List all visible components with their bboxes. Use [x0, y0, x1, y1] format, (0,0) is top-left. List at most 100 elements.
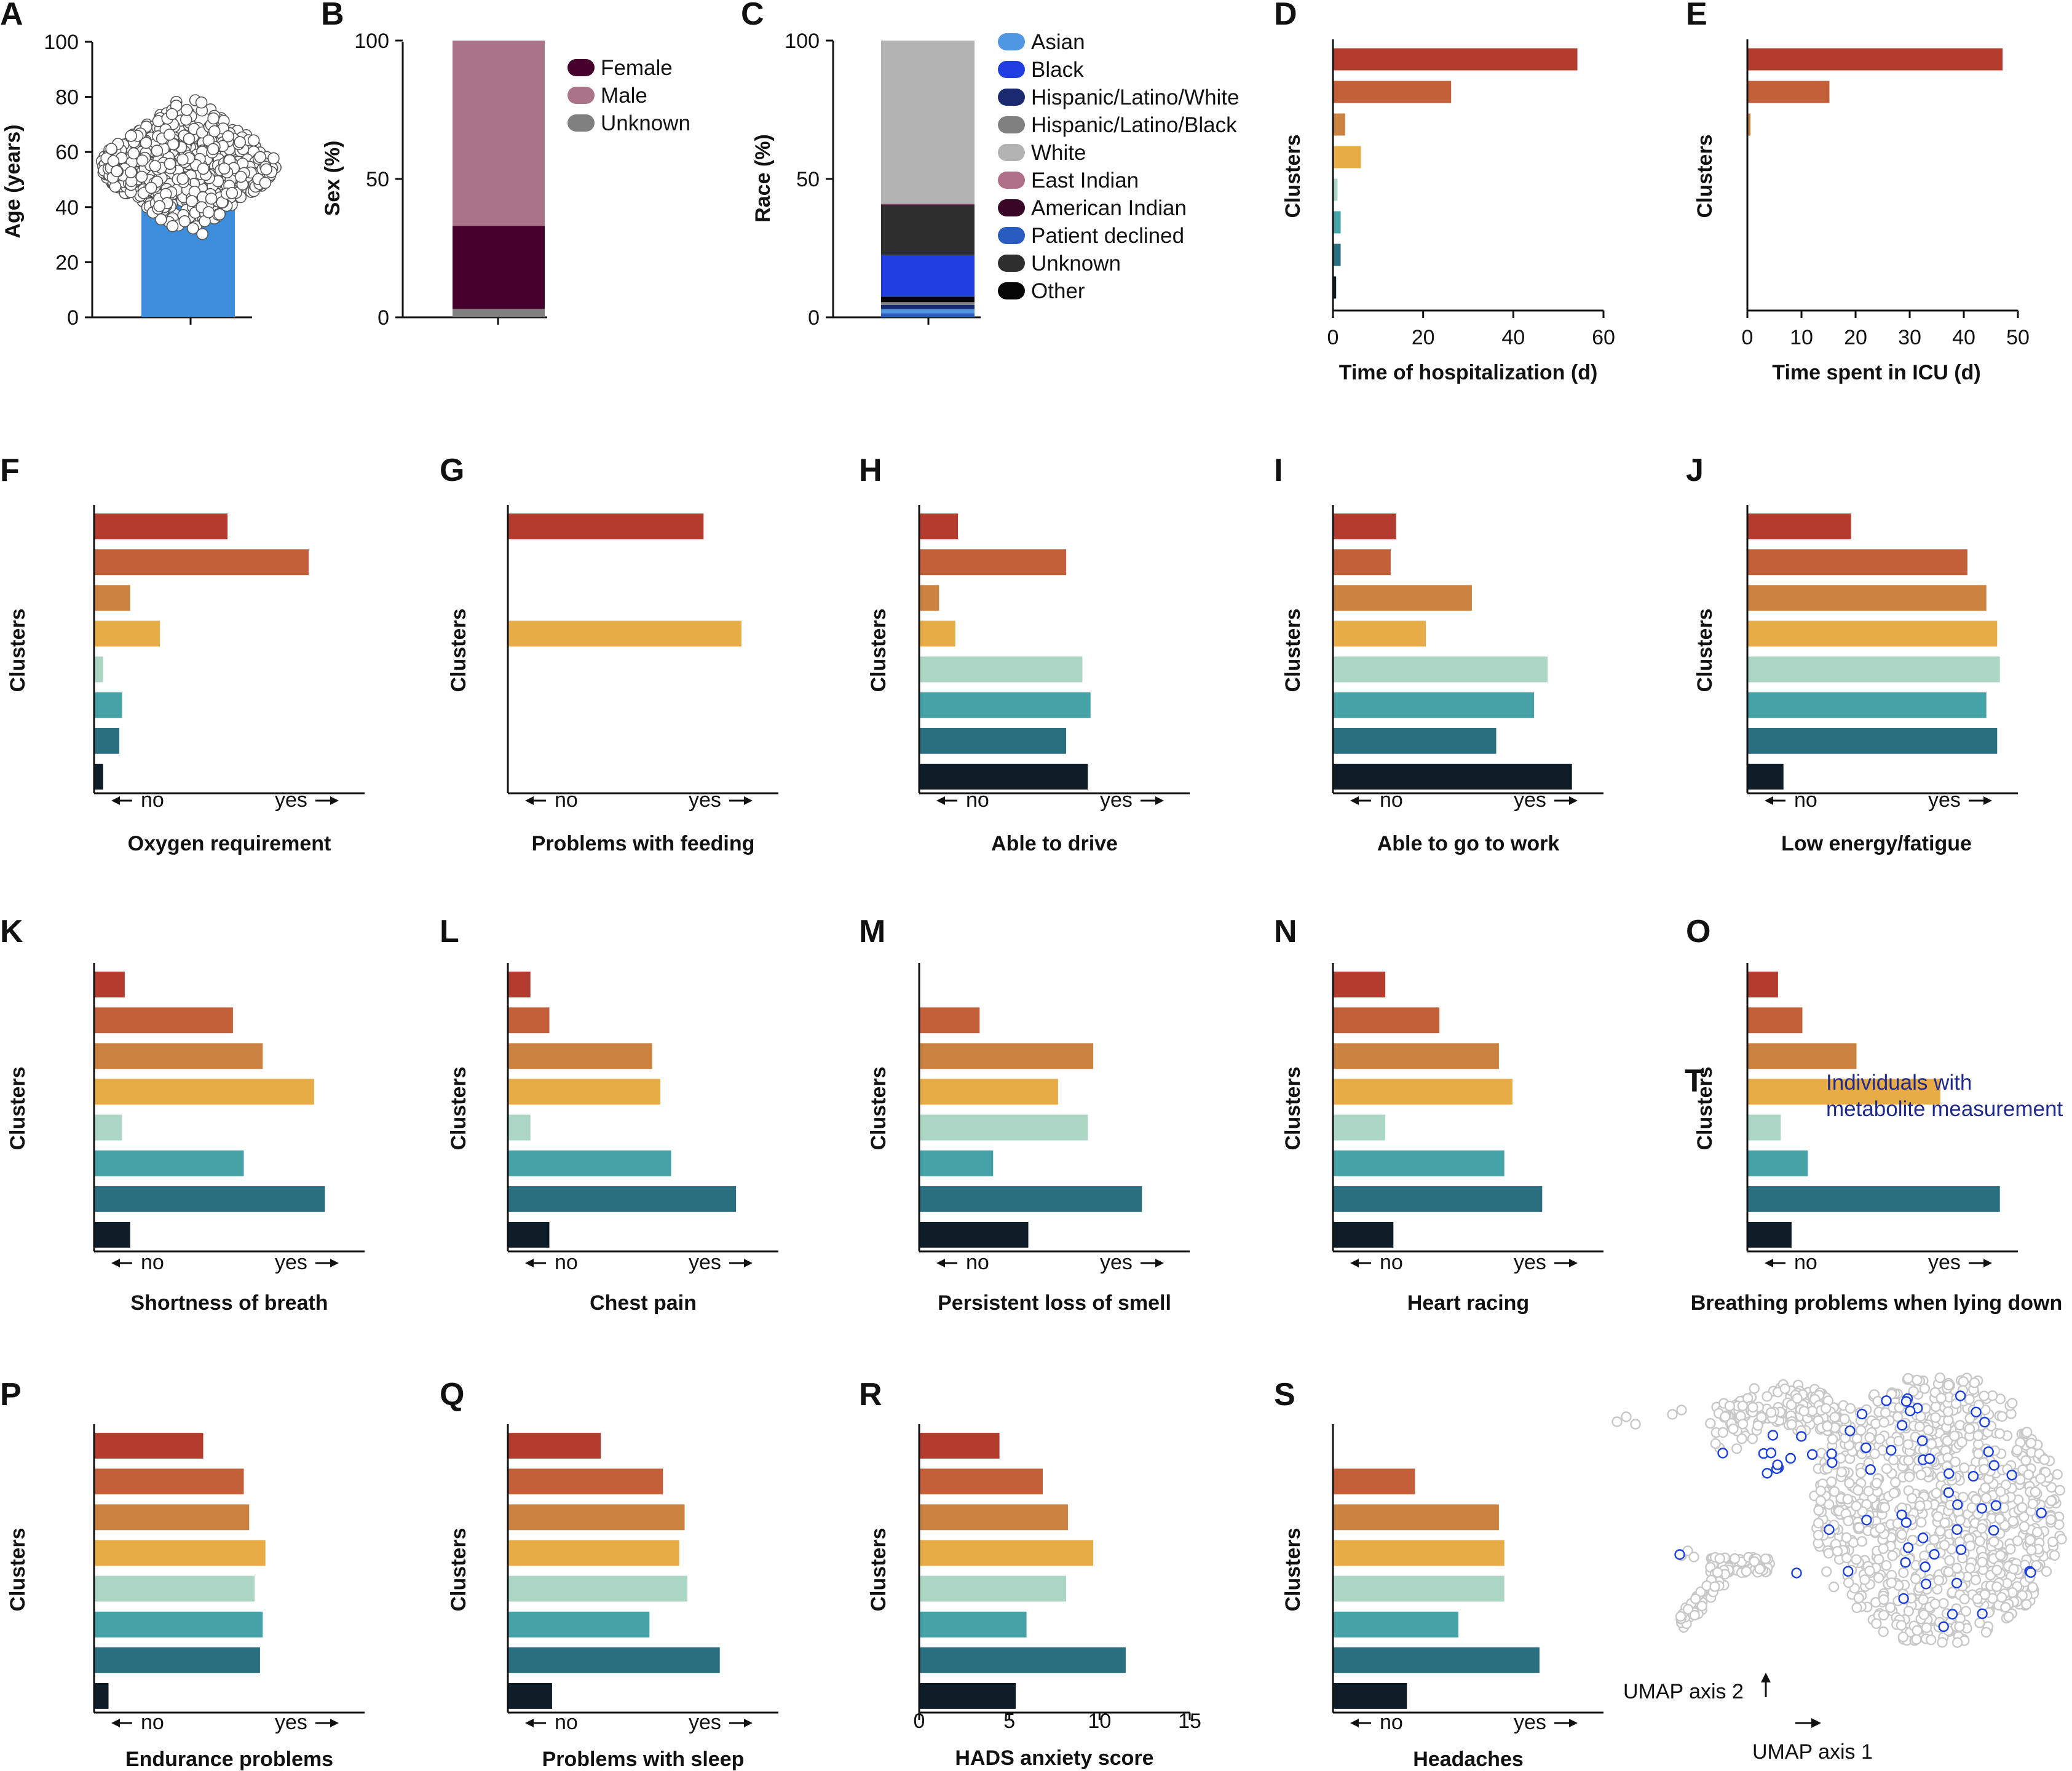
- x-axis-title-f: Oxygen requirement: [128, 832, 331, 855]
- bar-cluster-3: [1334, 1043, 1499, 1069]
- age-point: [163, 129, 176, 141]
- umap-point: [1995, 1550, 2006, 1561]
- umap-point: [1943, 1566, 1954, 1578]
- umap-point: [2025, 1534, 2036, 1546]
- umap-point-metabolite: [1881, 1395, 1892, 1406]
- yes-label: yes: [275, 1711, 307, 1734]
- umap-point: [1969, 1377, 1980, 1389]
- no-label: no: [1794, 1251, 1817, 1274]
- bar-cluster-1: [508, 513, 704, 539]
- y-axis-title-h: Clusters: [867, 608, 890, 692]
- umap-point: [2035, 1473, 2046, 1484]
- y-axis-title-n: Clusters: [1281, 1066, 1305, 1150]
- bar-cluster-6: [1334, 692, 1535, 718]
- b-legend-swatch: [567, 87, 595, 104]
- umap-point: [2052, 1468, 2063, 1480]
- bar-cluster-2: [95, 1468, 244, 1495]
- bar-cluster-7: [1748, 1186, 2000, 1212]
- a-y-tick-label: 0: [67, 306, 79, 330]
- no-label: no: [1380, 1251, 1403, 1274]
- no-label: no: [555, 1711, 578, 1734]
- bar-cluster-4: [95, 1079, 314, 1105]
- umap-point-metabolite: [1900, 1396, 1912, 1407]
- umap-point: [2006, 1398, 2018, 1409]
- umap-point: [1964, 1563, 1976, 1574]
- bar-cluster-8: [95, 1683, 109, 1709]
- umap-point: [1754, 1563, 1765, 1575]
- umap-point-metabolite: [1860, 1442, 1872, 1454]
- bar-cluster-6: [920, 692, 1091, 718]
- x-axis-title-k: Shortness of breath: [130, 1291, 328, 1315]
- y-axis-title-k: Clusters: [6, 1066, 30, 1150]
- umap-point: [1972, 1438, 1984, 1450]
- age-point: [218, 162, 231, 175]
- umap-point: [1931, 1488, 1942, 1499]
- umap-point: [1942, 1406, 1954, 1417]
- umap-point-metabolite: [1904, 1405, 1916, 1417]
- umap-point-metabolite: [1865, 1464, 1876, 1475]
- bar-cluster-5: [920, 656, 1083, 683]
- bar-cluster-6: [1748, 1150, 1808, 1176]
- umap-point: [1903, 1455, 1914, 1466]
- b-y-tick-label: 50: [366, 168, 389, 191]
- c-legend-label: Unknown: [1031, 252, 1121, 275]
- umap-point: [1980, 1626, 1992, 1638]
- umap-point-metabolite: [1791, 1567, 1802, 1579]
- no-label: no: [555, 1251, 578, 1274]
- umap-point: [1991, 1564, 2003, 1576]
- x-axis-title-r: HADS anxiety score: [955, 1746, 1153, 1770]
- umap-point-metabolite: [1717, 1448, 1728, 1459]
- umap-point: [1859, 1574, 1870, 1585]
- umap-point: [1970, 1574, 1982, 1586]
- c-legend-label: White: [1031, 141, 1086, 165]
- umap-point: [1918, 1609, 1929, 1620]
- umap-point: [1836, 1467, 1848, 1478]
- age-beeswarm: [95, 94, 282, 240]
- umap-point: [1873, 1572, 1884, 1583]
- umap-point-metabolite: [1861, 1515, 1872, 1526]
- umap-point: [1976, 1523, 1988, 1534]
- umap-point: [1760, 1553, 1771, 1564]
- umap-point: [2031, 1559, 2042, 1571]
- umap-point: [1915, 1500, 1926, 1511]
- x-axis-title-p: Endurance problems: [125, 1748, 333, 1771]
- age-point: [178, 215, 191, 228]
- umap-point: [1869, 1448, 1880, 1459]
- x-axis-title-s: Headaches: [1413, 1748, 1524, 1771]
- c-legend-label: Other: [1031, 279, 1085, 303]
- a-y-tick-label: 80: [55, 86, 79, 109]
- x-axis-title-l: Chest pain: [590, 1291, 697, 1315]
- no-arrow-head: [111, 1719, 120, 1727]
- bar-cluster-2: [95, 549, 309, 576]
- yes-label: yes: [1514, 1251, 1546, 1274]
- panel-f: F Clusters no yes Oxygen requirement: [0, 453, 365, 855]
- x-axis-title-i: Able to go to work: [1377, 832, 1560, 855]
- x-tick-label: 5: [1003, 1710, 1015, 1733]
- x-tick-label: 10: [1088, 1710, 1111, 1733]
- umap-point-metabolite: [1924, 1453, 1936, 1464]
- umap-point: [2027, 1498, 2039, 1510]
- umap-scatter: [1611, 1372, 2067, 1648]
- umap-point-metabolite: [1896, 1420, 1908, 1431]
- c-legend-swatch: [998, 144, 1025, 161]
- umap-point: [1929, 1534, 1940, 1545]
- age-point: [207, 112, 219, 125]
- umap-point: [1902, 1373, 1914, 1384]
- b-legend-label: Female: [601, 56, 673, 80]
- umap-point: [1821, 1566, 1832, 1577]
- y-axis-title-m: Clusters: [867, 1066, 890, 1150]
- age-point: [105, 143, 117, 155]
- bar-cluster-1: [508, 1433, 601, 1459]
- bar-cluster-8: [1334, 1683, 1407, 1709]
- bar-cluster-8: [1748, 1222, 1792, 1248]
- panel-o: O Clusters no yes Breathing problems when ly…: [1686, 914, 2062, 1315]
- c-legend-label: American Indian: [1031, 196, 1187, 220]
- umap-point: [2054, 1484, 2066, 1496]
- yes-arrow-head: [744, 1719, 753, 1727]
- bar-cluster-1: [95, 1433, 204, 1459]
- umap-point: [2019, 1521, 2030, 1532]
- umap-point: [1813, 1505, 1824, 1516]
- c-legend-swatch: [998, 116, 1025, 133]
- umap-point: [1856, 1535, 1868, 1547]
- umap-point: [1964, 1423, 1975, 1435]
